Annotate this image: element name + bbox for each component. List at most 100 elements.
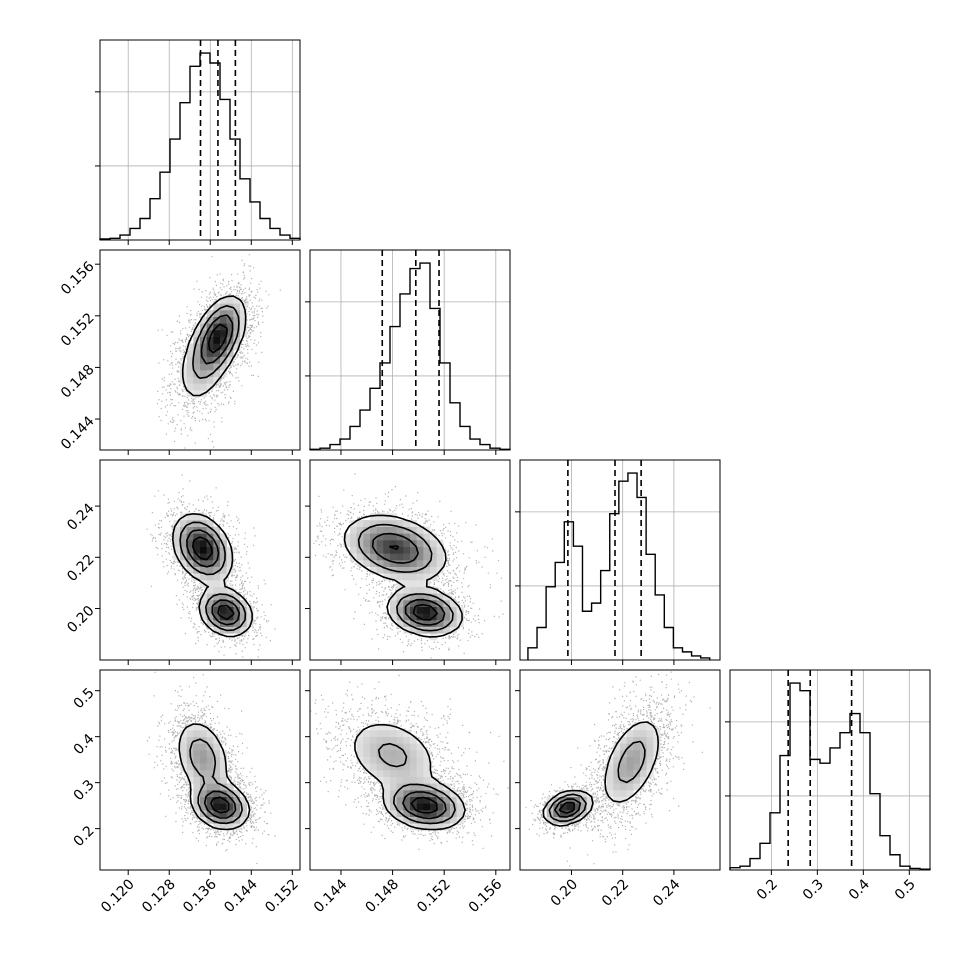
density-cell — [390, 606, 397, 614]
density-cell — [213, 790, 221, 797]
contour-line — [192, 305, 240, 379]
density-cell — [416, 823, 424, 831]
density-cell — [416, 573, 424, 581]
contour-line — [181, 295, 247, 397]
density-cell — [626, 790, 634, 797]
density-cell — [370, 533, 377, 541]
density-cell — [233, 810, 241, 817]
density-cell — [193, 756, 201, 764]
density-cell — [416, 783, 424, 791]
density-cell — [436, 620, 444, 627]
density-cell — [220, 823, 227, 831]
density-cell — [376, 756, 384, 764]
y-tick-label: 0.24 — [64, 500, 97, 533]
density-cell — [383, 533, 391, 541]
density-cell — [200, 376, 207, 384]
density-cell — [383, 520, 391, 527]
density-cell — [193, 763, 201, 771]
density-cell — [206, 526, 214, 534]
density-cell — [396, 770, 404, 777]
density-cell — [653, 743, 661, 751]
density-cell — [233, 803, 241, 811]
scatter-panel-1-0 — [95, 249, 301, 455]
density-cell — [206, 580, 214, 587]
density-cell — [416, 756, 424, 764]
density-cell — [390, 783, 397, 791]
density-cell — [200, 573, 207, 581]
panel-background — [520, 460, 720, 660]
density-cell — [626, 770, 634, 777]
density-cell — [403, 573, 411, 581]
density-cell — [186, 736, 194, 744]
x-tick-label: 0.5 — [892, 876, 919, 903]
density-cell — [396, 526, 404, 534]
density-cell — [620, 763, 627, 771]
scatter-panel-3-2 — [515, 669, 721, 875]
density-cell — [186, 356, 194, 364]
panel-frame — [519, 669, 721, 871]
density-cell — [403, 750, 411, 757]
density-cell — [430, 546, 437, 554]
density-cell — [613, 790, 621, 797]
density-cell — [240, 600, 247, 607]
density-cell — [416, 560, 424, 567]
density-cell — [206, 816, 214, 824]
density-cell — [220, 296, 227, 304]
density-cell — [423, 776, 431, 784]
density-cell — [200, 606, 207, 614]
density-cell — [416, 606, 424, 614]
density-cell — [356, 743, 364, 751]
density-cell — [186, 350, 194, 357]
density-cell — [423, 756, 431, 764]
density-cell — [396, 776, 404, 784]
density-cell — [363, 736, 371, 744]
density-cell — [396, 533, 404, 541]
density-cell — [410, 736, 417, 744]
density-cell — [410, 756, 417, 764]
x-tick-label: 0.22 — [599, 876, 632, 909]
density-cell — [363, 743, 371, 751]
scatter-panel-2-1 — [305, 459, 511, 665]
density-cell — [240, 626, 247, 634]
density-cell — [646, 730, 654, 737]
density-cell — [180, 743, 187, 751]
density-cell — [206, 370, 214, 377]
density-cell — [396, 620, 404, 627]
density-cell — [180, 546, 187, 554]
density-cell — [633, 756, 641, 764]
density-cell — [403, 533, 411, 541]
density-cell — [233, 296, 241, 304]
density-cell — [356, 750, 364, 757]
density-cell — [226, 546, 234, 554]
x-tick-label: 0.144 — [311, 876, 351, 916]
x-tick-label: 0.20 — [548, 876, 581, 909]
density-cell — [206, 776, 214, 784]
density-cell — [200, 533, 207, 541]
scatter-panel-3-0 — [95, 669, 301, 875]
panel-frame — [309, 459, 511, 661]
density-cell — [193, 573, 201, 581]
histogram-step — [729, 682, 931, 870]
density-cell — [396, 803, 404, 811]
density-cell — [376, 730, 384, 737]
density-cell — [240, 796, 247, 804]
density-cell — [443, 620, 451, 627]
density-cell — [186, 533, 194, 541]
density-cell — [206, 316, 214, 324]
density-cell — [233, 606, 241, 614]
density-cell — [213, 546, 221, 554]
density-cell — [423, 803, 431, 811]
density-cell — [233, 620, 241, 627]
density-cell — [200, 750, 207, 757]
density-cell — [633, 730, 641, 737]
density-cell — [403, 586, 411, 594]
density-cell — [233, 600, 241, 607]
density-cell — [213, 573, 221, 581]
contour-line — [554, 798, 582, 818]
density-cell — [226, 803, 234, 811]
density-cell — [416, 750, 424, 757]
density-cell — [213, 370, 221, 377]
density-cell — [416, 796, 424, 804]
density-cell — [206, 606, 214, 614]
